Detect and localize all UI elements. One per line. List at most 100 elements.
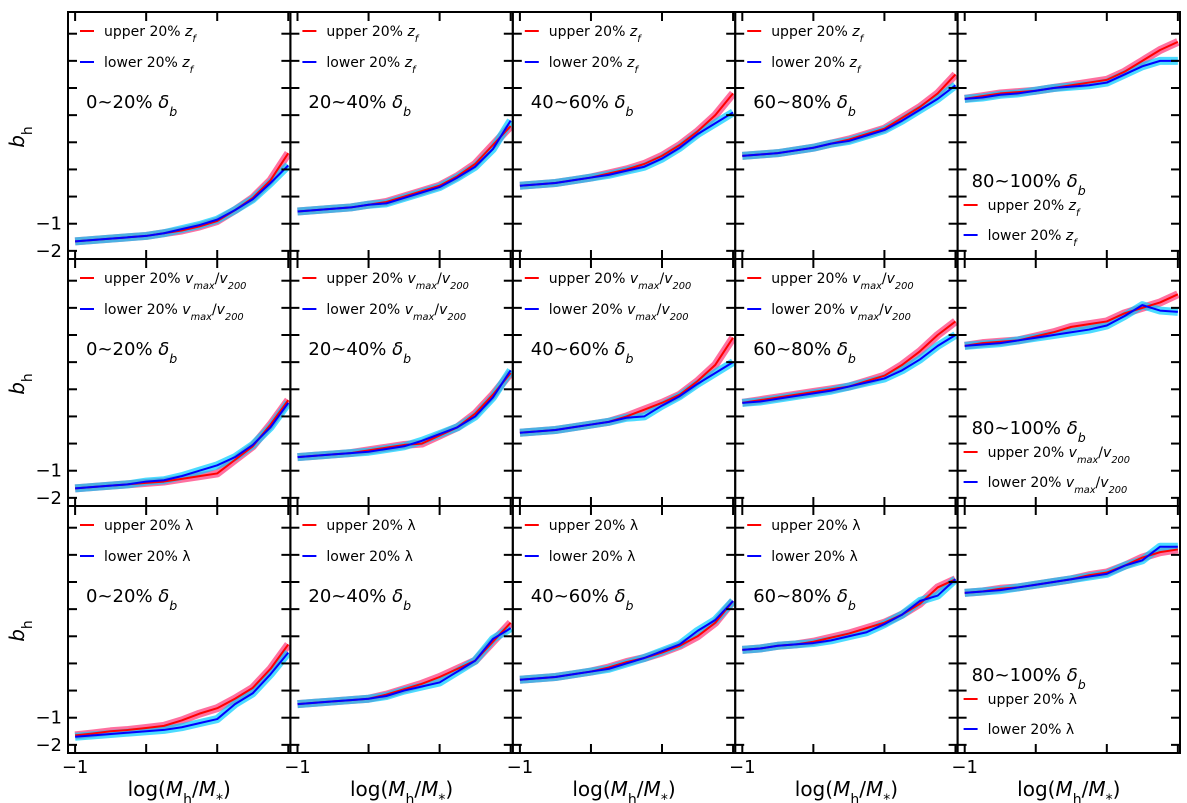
legend-label: upper 20% vmax/v200: [549, 271, 691, 292]
panel-frame: [956, 505, 1181, 754]
series-line: [519, 600, 734, 681]
legend-label: upper 20% vmax/v200: [988, 445, 1130, 466]
series-line: [964, 293, 1179, 347]
series-line: [742, 578, 957, 651]
annotation: 40~60% δb: [531, 586, 634, 613]
annotation: 60~80% δb: [753, 339, 856, 366]
legend-label: upper 20% λ: [326, 518, 415, 534]
annotation: 0~20% δb: [86, 92, 177, 119]
series-line: [75, 164, 289, 243]
panel-frame: [67, 505, 292, 754]
annotation: 80~100% δb: [972, 171, 1086, 198]
annotation: 60~80% δb: [753, 92, 856, 119]
y-tick-label: −1: [35, 461, 62, 482]
series-line: [519, 600, 734, 681]
y-tick-label: −2: [35, 735, 62, 756]
x-axis-label: log(Mh/M*): [128, 777, 231, 803]
legend-label: upper 20% λ: [771, 518, 860, 534]
series-band: [297, 624, 513, 709]
x-tick-label: −1: [284, 757, 311, 778]
legend-label: upper 20% zf: [771, 24, 864, 45]
annotation: 80~100% δb: [972, 418, 1086, 445]
panel-frame: [734, 11, 959, 260]
x-axis-label: log(Mh/M*): [1017, 777, 1120, 803]
legend-label: upper 20% λ: [988, 692, 1077, 708]
panel-frame: [734, 505, 959, 754]
x-tick-label: −1: [951, 757, 978, 778]
legend-label: lower 20% vmax/v200: [771, 302, 911, 323]
x-tick-label: −1: [729, 757, 756, 778]
x-tick-label: −1: [62, 757, 89, 778]
series-line: [74, 643, 290, 737]
annotation: 40~60% δb: [531, 339, 634, 366]
panel-frame: [289, 11, 514, 260]
legend-label: lower 20% λ: [326, 549, 413, 565]
legend-label: lower 20% zf: [549, 55, 640, 76]
series-band: [74, 650, 292, 741]
y-axis-label: bh: [5, 373, 36, 395]
annotation: 20~40% δb: [308, 92, 411, 119]
legend-label: upper 20% zf: [104, 24, 197, 45]
legend-label: lower 20% vmax/v200: [104, 302, 244, 323]
x-axis-label: log(Mh/M*): [350, 777, 453, 803]
annotation: 0~20% δb: [86, 586, 177, 613]
series-band: [519, 598, 737, 684]
series-line: [75, 402, 290, 490]
series-line: [964, 304, 1178, 347]
series-band: [519, 598, 736, 684]
legend-label: upper 20% zf: [988, 198, 1081, 219]
annotation: 20~40% δb: [308, 586, 411, 613]
panel-frame: [956, 258, 1181, 507]
legend-label: lower 20% vmax/v200: [988, 475, 1128, 496]
y-tick-label: −2: [35, 488, 62, 509]
legend-label: lower 20% zf: [104, 55, 195, 76]
legend-label: lower 20% zf: [771, 55, 862, 76]
panel-frame: [956, 11, 1181, 260]
panel-frame: [289, 258, 514, 507]
panel-frame: [67, 258, 292, 507]
x-axis-label: log(Mh/M*): [572, 777, 675, 803]
legend-label: lower 20% λ: [104, 549, 191, 565]
y-axis-label: bh: [5, 620, 36, 642]
series-line: [297, 627, 512, 706]
legend-label: upper 20% zf: [326, 24, 419, 45]
y-tick-label: −1: [35, 708, 62, 729]
legend-label: lower 20% zf: [988, 228, 1079, 249]
legend-label: lower 20% λ: [988, 722, 1075, 738]
panel-frame: [734, 258, 959, 507]
series-line: [742, 334, 956, 404]
series-line: [964, 40, 1179, 100]
legend-label: lower 20% vmax/v200: [549, 302, 689, 323]
annotation: 40~60% δb: [531, 92, 634, 119]
series-line: [742, 84, 957, 157]
legend-label: upper 20% zf: [549, 24, 642, 45]
panel-frame: [67, 11, 292, 260]
series-line: [297, 369, 512, 459]
x-tick-label: −1: [507, 757, 534, 778]
annotation: 60~80% δb: [753, 586, 856, 613]
series-line: [519, 361, 734, 434]
legend-label: upper 20% vmax/v200: [326, 271, 468, 292]
legend-label: lower 20% λ: [549, 549, 636, 565]
panel-frame: [289, 505, 514, 754]
y-tick-label: −1: [35, 214, 62, 235]
legend-label: upper 20% vmax/v200: [771, 271, 913, 292]
legend-label: lower 20% vmax/v200: [326, 302, 466, 323]
y-axis-label: bh: [5, 126, 36, 148]
x-axis-label: log(Mh/M*): [795, 777, 898, 803]
legend-label: upper 20% λ: [104, 518, 193, 534]
series-line: [964, 59, 1178, 100]
series-line: [75, 651, 290, 738]
legend-label: upper 20% vmax/v200: [104, 271, 246, 292]
legend-label: upper 20% λ: [549, 518, 638, 534]
y-tick-label: −2: [35, 241, 62, 262]
series-band: [964, 290, 1180, 350]
series-line: [297, 120, 512, 213]
annotation: 0~20% δb: [86, 339, 177, 366]
series-line: [964, 545, 1178, 594]
series-line: [519, 111, 734, 187]
annotation: 80~100% δb: [972, 665, 1086, 692]
legend-label: lower 20% λ: [771, 549, 858, 565]
legend-label: lower 20% zf: [326, 55, 417, 76]
